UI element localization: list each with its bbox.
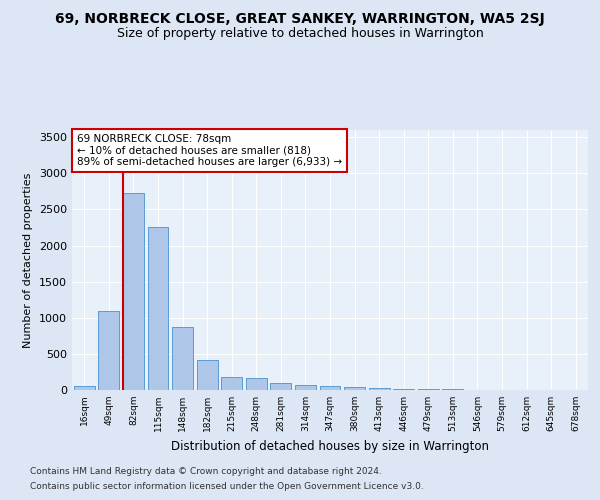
Bar (74, 386, 95, 390)
Bar (271, 383, 292, 390)
Bar (295, 386, 316, 390)
Bar (172, 327, 193, 390)
Bar (393, 388, 414, 390)
Bar (320, 386, 340, 390)
Bar (246, 378, 267, 390)
X-axis label: Distribution of detached houses by size in Warrington: Distribution of detached houses by size … (171, 440, 489, 452)
Bar (197, 360, 218, 390)
Bar (344, 387, 365, 390)
Text: 69, NORBRECK CLOSE, GREAT SANKEY, WARRINGTON, WA5 2SJ: 69, NORBRECK CLOSE, GREAT SANKEY, WARRIN… (55, 12, 545, 26)
Text: Contains public sector information licensed under the Open Government Licence v3: Contains public sector information licen… (30, 482, 424, 491)
Text: Size of property relative to detached houses in Warrington: Size of property relative to detached ho… (116, 28, 484, 40)
Bar (98, 310, 119, 390)
Bar (123, 193, 144, 390)
Text: 69 NORBRECK CLOSE: 78sqm
← 10% of detached houses are smaller (818)
89% of semi-: 69 NORBRECK CLOSE: 78sqm ← 10% of detach… (77, 134, 342, 167)
Bar (148, 227, 169, 390)
Text: Contains HM Land Registry data © Crown copyright and database right 2024.: Contains HM Land Registry data © Crown c… (30, 467, 382, 476)
Bar (368, 388, 389, 390)
Bar (221, 378, 242, 390)
Y-axis label: Number of detached properties: Number of detached properties (23, 172, 34, 348)
